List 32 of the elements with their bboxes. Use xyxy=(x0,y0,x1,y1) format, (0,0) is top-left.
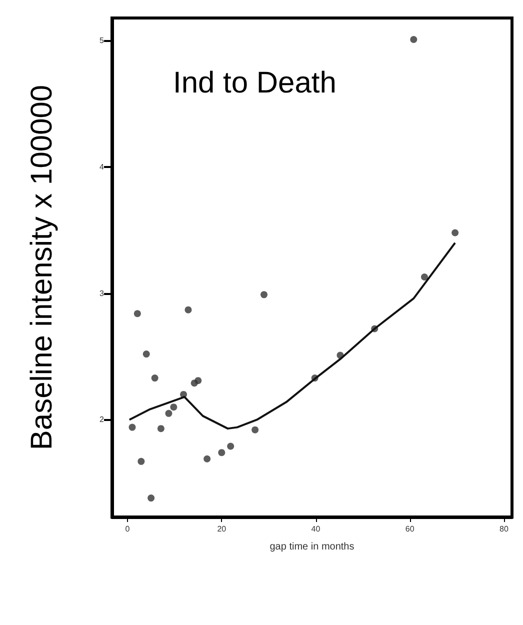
point xyxy=(420,273,428,280)
text: Ind to Death xyxy=(173,66,336,100)
point xyxy=(148,494,155,502)
y-tick-label: 2 xyxy=(100,415,105,424)
point xyxy=(165,410,172,417)
x-tick-label: 0 xyxy=(125,524,130,534)
point xyxy=(134,310,141,318)
point xyxy=(260,291,268,298)
y-axis-title: Baseline intensity x 100000 xyxy=(26,84,58,450)
x-tick-label: 60 xyxy=(405,524,415,534)
x-axis-title: gap time in months xyxy=(270,542,354,552)
point xyxy=(227,442,234,450)
point xyxy=(218,449,226,456)
point xyxy=(184,306,192,314)
point xyxy=(157,425,164,432)
point xyxy=(410,36,418,43)
y-tick-label: 4 xyxy=(100,162,105,172)
y-tick-label: 3 xyxy=(100,288,105,298)
x-tick-label: 80 xyxy=(500,524,509,534)
x-tick-label: 20 xyxy=(217,524,227,534)
y-tick-label: 5 xyxy=(100,36,105,46)
point xyxy=(142,350,150,358)
point xyxy=(151,374,158,382)
point xyxy=(252,426,259,434)
point xyxy=(138,458,145,465)
point xyxy=(128,424,136,431)
x-tick-label: 40 xyxy=(311,524,321,534)
point xyxy=(204,455,211,462)
point xyxy=(170,404,178,411)
point xyxy=(452,229,459,236)
line-series xyxy=(128,242,456,430)
point xyxy=(194,377,202,384)
